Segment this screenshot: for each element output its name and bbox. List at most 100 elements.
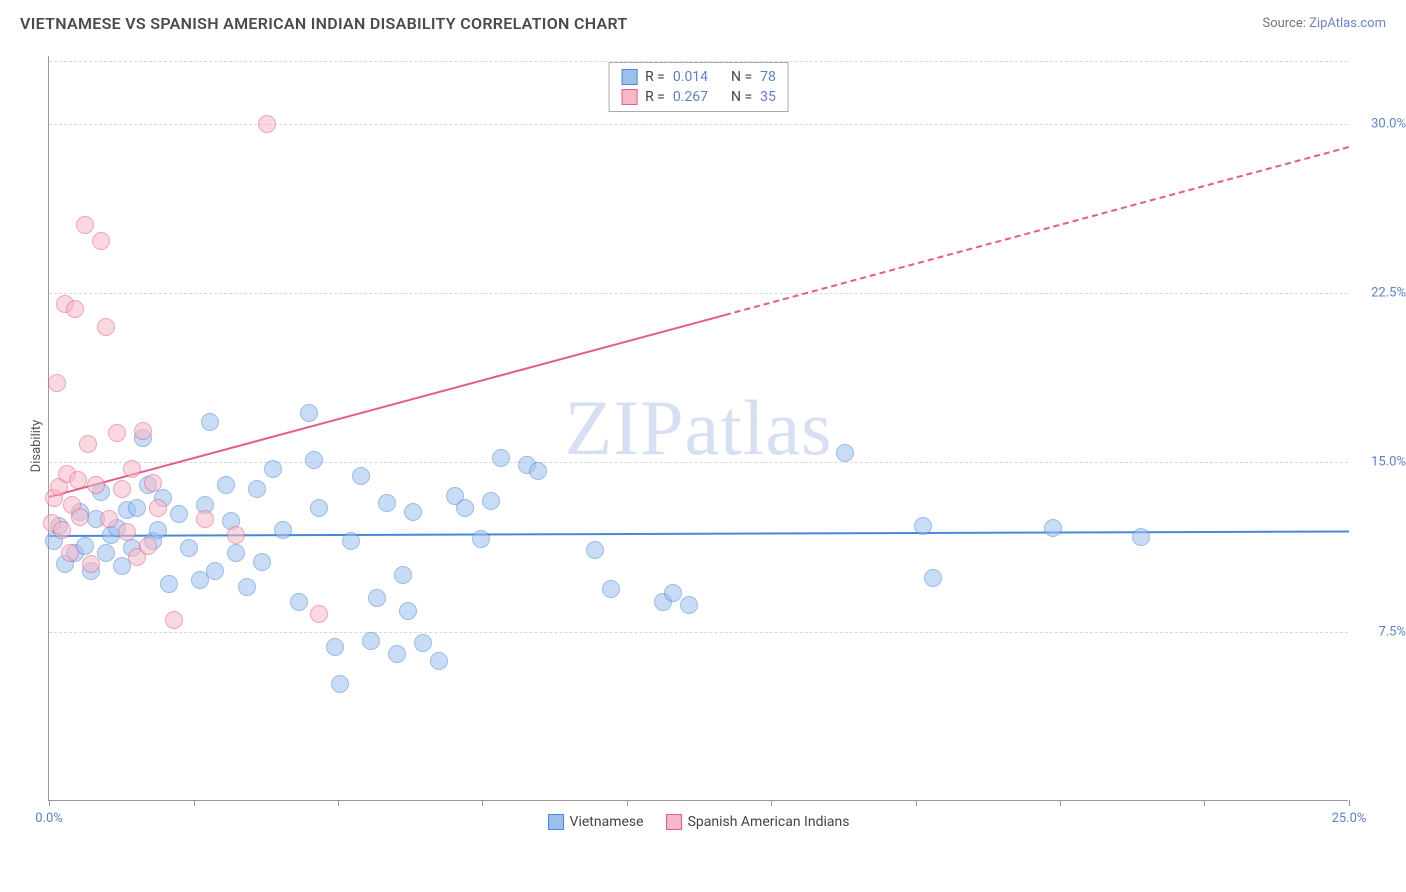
plot-area: ZIPatlas R = 0.014 N = 78 R = 0.267 N = … <box>48 56 1348 801</box>
data-point <box>123 460 141 478</box>
r-value-spanish: 0.267 <box>673 89 708 105</box>
data-point <box>352 467 370 485</box>
x-tick <box>194 800 195 806</box>
data-point <box>97 318 115 336</box>
data-point <box>180 539 198 557</box>
data-point <box>368 589 386 607</box>
data-point <box>482 492 500 510</box>
data-point <box>100 510 118 528</box>
data-point <box>924 569 942 587</box>
data-point <box>92 232 110 250</box>
y-tick-label: 22.5% <box>1371 286 1406 301</box>
data-point <box>196 510 214 528</box>
data-point <box>414 634 432 652</box>
n-label: N = <box>731 89 752 105</box>
x-tick-label: 0.0% <box>35 811 63 826</box>
data-point <box>388 645 406 663</box>
legend-label-spanish: Spanish American Indians <box>688 814 850 830</box>
data-point <box>66 300 84 318</box>
data-point <box>310 499 328 517</box>
data-point <box>227 526 245 544</box>
x-tick <box>338 800 339 806</box>
source-attribution: Source: ZipAtlas.com <box>1262 16 1386 31</box>
data-point <box>97 544 115 562</box>
legend-item-vietnamese: Vietnamese <box>548 814 644 830</box>
data-point <box>290 593 308 611</box>
watermark: ZIPatlas <box>565 383 833 473</box>
data-point <box>227 544 245 562</box>
watermark-bold: ZIP <box>565 384 685 471</box>
legend-swatch-vietnamese <box>548 814 564 830</box>
data-point <box>201 413 219 431</box>
y-axis-label: Disability <box>29 420 44 473</box>
gridline <box>49 124 1348 125</box>
data-point <box>160 575 178 593</box>
data-point <box>586 541 604 559</box>
n-value-spanish: 35 <box>760 89 776 105</box>
stats-row-vietnamese: R = 0.014 N = 78 <box>621 67 776 87</box>
data-point <box>71 508 89 526</box>
x-tick-label: 25.0% <box>1332 811 1367 826</box>
chart-container: Disability ZIPatlas R = 0.014 N = 78 R =… <box>48 56 1388 836</box>
stats-row-spanish: R = 0.267 N = 35 <box>621 87 776 107</box>
data-point <box>430 652 448 670</box>
r-label: R = <box>645 89 665 105</box>
data-point <box>253 553 271 571</box>
data-point <box>378 494 396 512</box>
data-point <box>394 566 412 584</box>
data-point <box>248 480 266 498</box>
data-point <box>76 216 94 234</box>
data-point <box>456 499 474 517</box>
data-point <box>664 584 682 602</box>
n-value-vietnamese: 78 <box>760 69 776 85</box>
data-point <box>529 462 547 480</box>
source-link[interactable]: ZipAtlas.com <box>1309 16 1386 31</box>
data-point <box>149 499 167 517</box>
data-point <box>264 460 282 478</box>
data-point <box>134 422 152 440</box>
n-label: N = <box>731 69 752 85</box>
data-point <box>1044 519 1062 537</box>
y-tick-label: 30.0% <box>1371 116 1406 131</box>
data-point <box>404 503 422 521</box>
data-point <box>331 675 349 693</box>
swatch-vietnamese <box>621 69 637 85</box>
data-point <box>602 580 620 598</box>
r-value-vietnamese: 0.014 <box>673 69 708 85</box>
data-point <box>108 424 126 442</box>
legend-item-spanish: Spanish American Indians <box>666 814 850 830</box>
x-tick <box>1204 800 1205 806</box>
data-point <box>69 471 87 489</box>
data-point <box>139 537 157 555</box>
data-point <box>399 602 417 620</box>
stats-legend: R = 0.014 N = 78 R = 0.267 N = 35 <box>608 62 789 112</box>
gridline <box>49 462 1348 463</box>
data-point <box>48 374 66 392</box>
data-point <box>149 521 167 539</box>
data-point <box>836 444 854 462</box>
gridline <box>49 632 1348 633</box>
data-point <box>492 449 510 467</box>
data-point <box>76 537 94 555</box>
x-tick <box>1060 800 1061 806</box>
watermark-thin: atlas <box>685 384 833 471</box>
x-tick <box>482 800 483 806</box>
data-point <box>144 474 162 492</box>
x-tick <box>49 800 50 806</box>
x-tick <box>627 800 628 806</box>
data-point <box>274 521 292 539</box>
data-point <box>1132 528 1150 546</box>
legend-swatch-spanish <box>666 814 682 830</box>
data-point <box>118 523 136 541</box>
data-point <box>258 115 276 133</box>
data-point <box>300 404 318 422</box>
data-point <box>238 578 256 596</box>
data-point <box>217 476 235 494</box>
data-point <box>206 562 224 580</box>
data-point <box>170 505 188 523</box>
x-tick <box>1349 800 1350 806</box>
data-point <box>113 480 131 498</box>
data-point <box>342 532 360 550</box>
data-point <box>165 611 183 629</box>
data-point <box>680 596 698 614</box>
